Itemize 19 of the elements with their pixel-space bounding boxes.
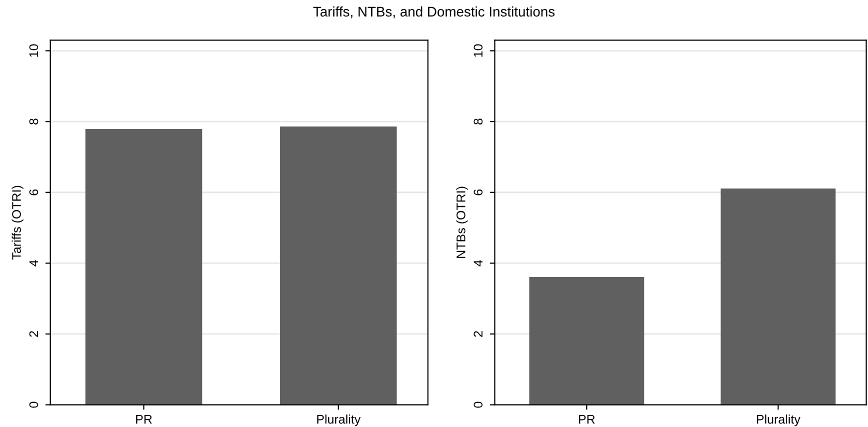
x-tick-label: Plurality (317, 414, 361, 426)
y-tick-label: 10 (29, 44, 38, 57)
y-axis-title: Tariffs (OTRI) (12, 186, 24, 260)
y-tick-label: 2 (29, 331, 38, 337)
y-tick-label: 2 (474, 331, 482, 337)
y-tick-label: 4 (474, 260, 482, 266)
chart-title: Tariffs, NTBs, and Domestic Institutions (313, 6, 555, 18)
y-tick-label: 6 (474, 189, 483, 196)
y-tick-label: 8 (29, 118, 38, 124)
x-tick-label: Plurality (756, 414, 800, 426)
y-tick-label: 10 (474, 44, 483, 57)
y-tick-label: 0 (29, 402, 38, 408)
x-tick-label: PR (136, 414, 152, 424)
y-tick-label: 0 (474, 402, 483, 408)
y-tick-label: 8 (474, 118, 483, 124)
y-axis-title: NTBs (OTRI) (456, 186, 468, 258)
y-tick-label: 6 (29, 189, 38, 196)
y-tick-label: 4 (29, 260, 38, 266)
x-tick-label: PR (579, 414, 595, 424)
